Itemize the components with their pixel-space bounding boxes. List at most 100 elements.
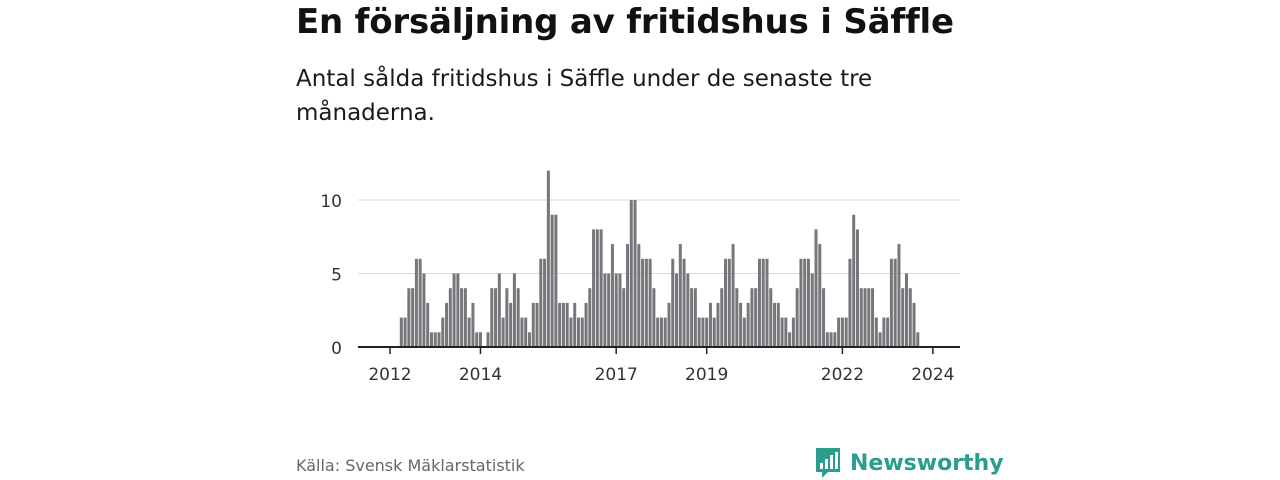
grid-lines [358,199,960,274]
bar [610,244,614,347]
bar [592,229,596,347]
bar [445,302,449,347]
bar [659,317,663,347]
bar [690,288,694,347]
bar [463,288,467,347]
bar [731,244,735,347]
bar [761,258,765,347]
bar [746,302,750,347]
bar [644,258,648,347]
bar [494,288,498,347]
bar [882,317,886,347]
bar [701,317,705,347]
bar [565,302,569,347]
bar [550,214,554,347]
y-tick-label: 5 [331,266,342,286]
labels: 0 5 10 2012 2014 2017 2019 2022 2024 1 [320,0,955,385]
x-tick-label: 2019 [685,365,728,385]
bar [471,302,475,347]
bar [833,332,837,347]
bar [889,258,893,347]
bar [614,273,618,347]
axes [358,346,960,354]
bar [750,288,754,347]
bar [769,288,773,347]
bar [735,288,739,347]
bar [765,258,769,347]
bar [460,288,464,347]
bar [693,288,697,347]
bar [908,288,912,347]
bar [652,288,656,347]
y-tick-label: 10 [320,192,342,212]
bar [501,317,505,347]
bar [901,288,905,347]
bar [403,317,407,347]
bar [411,288,415,347]
bar [539,258,543,347]
bar [426,302,430,347]
bar [497,273,501,347]
bar [535,302,539,347]
bar [822,288,826,347]
bar [893,258,897,347]
bar [656,317,660,347]
y-tick-label: 0 [331,339,342,359]
bar [618,273,622,347]
bar [558,302,562,347]
bar [799,258,803,347]
bar [429,332,433,347]
bar [663,317,667,347]
bar [912,302,916,347]
bar [626,244,630,347]
bar [486,332,490,347]
bar [467,317,471,347]
bar [452,273,456,347]
bar [524,317,528,347]
bar [490,288,494,347]
bar [788,332,792,347]
bar [806,258,810,347]
x-tick-label: 2024 [911,365,954,385]
bar [724,258,728,347]
bar [577,317,580,347]
bar [803,258,807,347]
bar [584,302,588,347]
source-label: Källa: Svensk Mäklarstatistik [296,456,525,475]
bar [516,288,520,347]
bar [641,258,645,347]
bar [739,302,743,347]
bar [705,317,709,347]
bar [433,332,437,347]
bar [418,258,422,347]
bar [874,317,878,347]
bar [871,288,875,347]
bar [829,332,833,347]
chart-subtitle: Antal sålda fritidshus i Säffle under de… [296,66,873,126]
bar [588,288,592,347]
bar [648,258,652,347]
bar [791,317,795,347]
bar [520,317,524,347]
bar [448,288,452,347]
bar [456,273,460,347]
bar [603,273,607,347]
bar [720,288,724,347]
bar [773,302,777,347]
bar [527,332,531,347]
bar [904,273,908,347]
bar [859,288,863,347]
bar [595,229,599,347]
bar [867,288,871,347]
bar [897,244,901,347]
bar [543,258,547,347]
bar [837,317,841,347]
bar [852,214,856,347]
bar [742,317,746,347]
bar [414,258,418,347]
bar [399,317,403,347]
bar [622,288,626,347]
bar-chart: 0 5 10 2012 2014 2017 2019 2022 2024 1 [0,0,960,385]
bar [437,332,441,347]
bar [780,317,784,347]
